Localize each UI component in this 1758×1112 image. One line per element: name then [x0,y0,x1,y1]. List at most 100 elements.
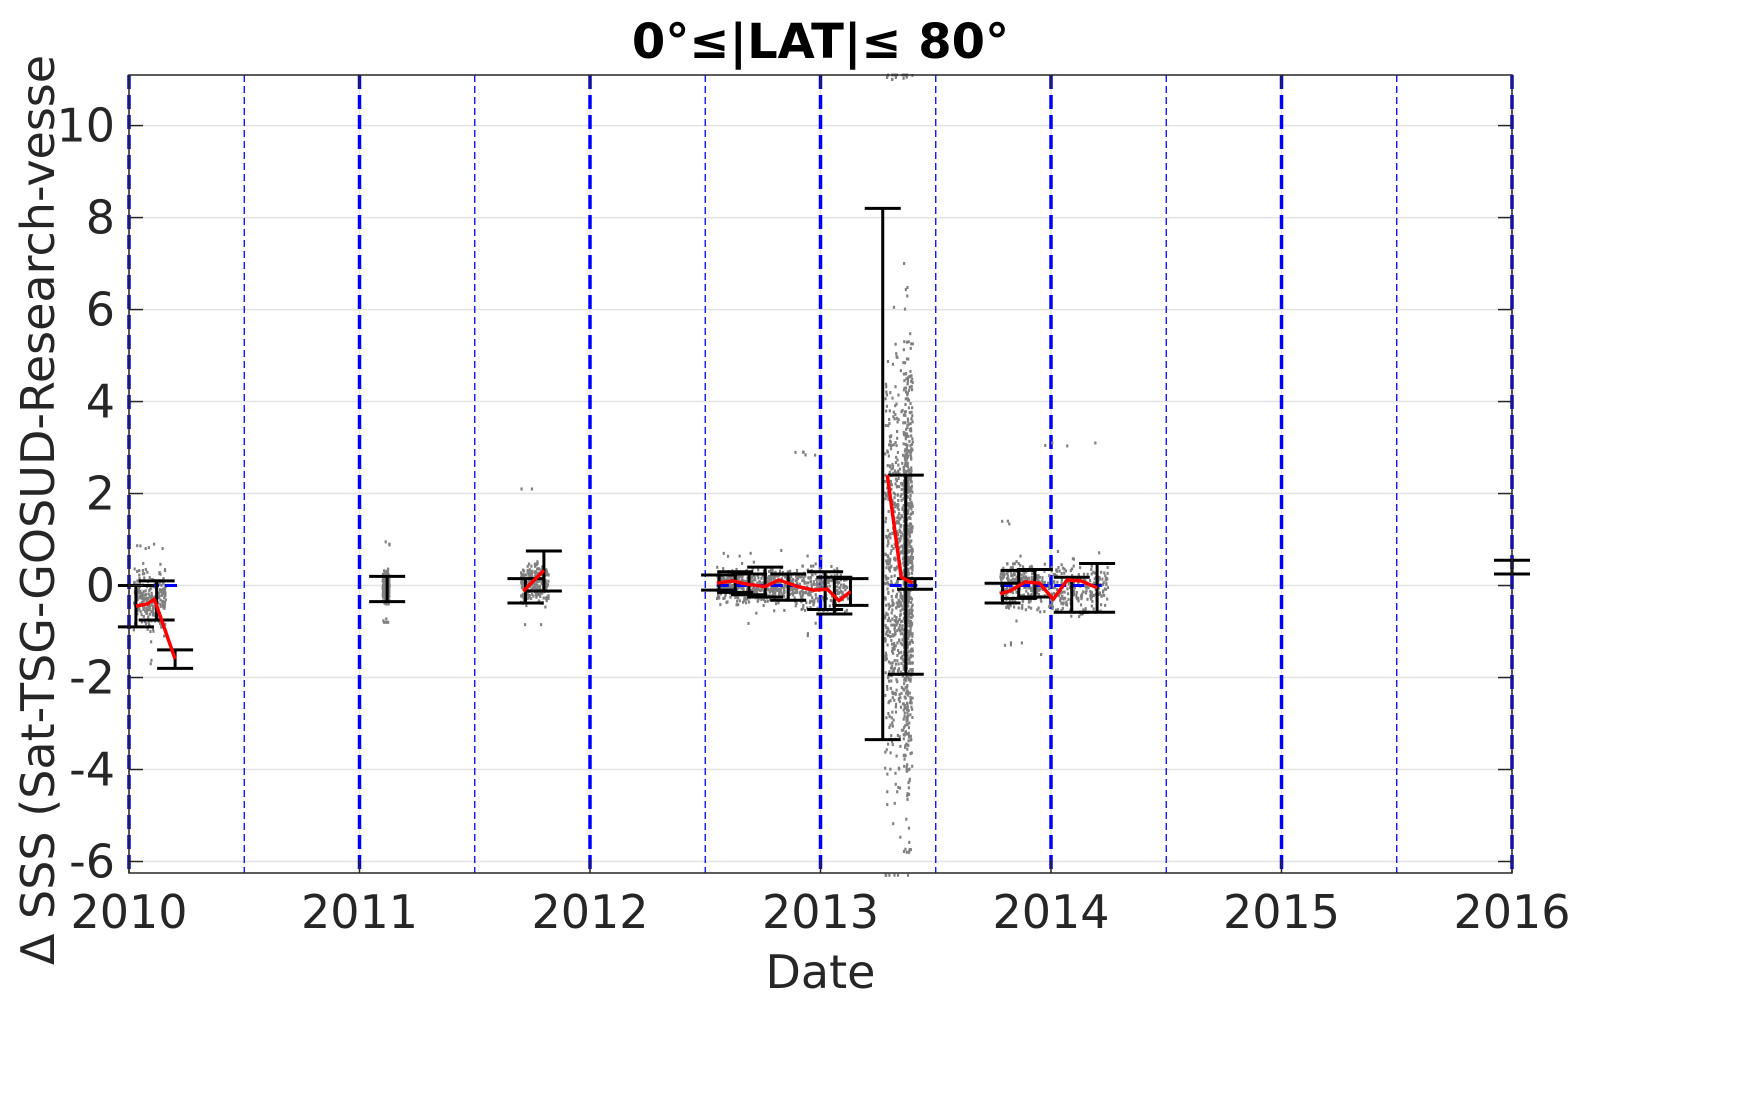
scatter-point [904,452,907,456]
scatter-point [725,585,728,589]
scatter-point [889,751,892,755]
scatter-point [783,590,786,594]
scatter-point [146,570,149,574]
scatter-point [382,593,386,597]
scatter-point [1055,569,1058,573]
scatter-point [902,537,905,541]
mean-line-layer [135,474,1098,660]
scatter-point [1011,591,1015,595]
scatter-point [1009,643,1012,647]
scatter-point [884,497,887,501]
scatter-point [907,709,910,713]
scatter-point [1082,608,1085,612]
scatter-point [907,726,911,730]
scatter-point [1043,569,1046,573]
scatter-point [520,573,523,577]
scatter-point [1031,572,1034,576]
scatter-point [1057,565,1060,569]
scatter-point [151,605,155,609]
scatter-point [783,608,786,612]
scatter-point [139,592,142,596]
scatter-point [762,604,765,608]
scatter-point [898,617,901,621]
scatter-point [891,589,895,593]
scatter-point [900,728,904,732]
scatter-point [892,646,895,650]
scatter-point [1037,579,1040,583]
scatter-point [909,848,912,852]
scatter-point [140,620,143,624]
scatter-point [812,580,815,584]
scatter-point [903,678,906,682]
scatter-point [897,485,901,489]
scatter-point [840,583,843,587]
scatter-point [529,571,532,575]
scatter-point [900,550,903,554]
scatter-point [906,544,909,548]
scatter-point [385,620,388,624]
scatter-point [908,624,911,628]
scatter-point [907,768,910,772]
scatter-point [908,556,911,560]
scatter-point [888,873,891,877]
error-bar [157,648,194,670]
scatter-point [749,551,752,555]
scatter-point [1011,577,1015,581]
scatter-point [899,641,902,645]
scatter-point [1064,569,1068,573]
scatter-point [1102,590,1105,594]
scatter-point [903,711,906,715]
scatter-point [383,570,386,574]
scatter-point [896,493,900,497]
scatter-point [1019,580,1022,584]
scatter-point [909,452,912,456]
scatter-point [386,570,390,574]
scatter-point [813,600,816,604]
scatter-point [907,556,910,560]
scatter-point [1089,593,1092,597]
scatter-point [769,575,772,579]
scatter-point [818,578,821,582]
scatter-point [893,492,897,496]
scatter-point [911,490,914,494]
scatter-point [772,593,775,597]
scatter-point [1041,581,1044,585]
scatter-point [907,422,910,426]
scatter-point [907,449,910,453]
scatter-point [903,431,907,435]
scatter-point [910,632,914,636]
scatter-point [898,735,901,739]
scatter-point [382,576,386,580]
scatter-point [836,567,839,571]
scatter-point [903,410,907,414]
scatter-point [729,583,732,587]
scatter-point [531,575,534,579]
scatter-point [1030,588,1033,592]
scatter-point [716,565,719,569]
scatter-point [894,594,898,598]
scatter-point [1030,575,1033,579]
scatter-point [133,567,136,571]
scatter-point [900,691,903,695]
scatter-point [897,537,900,541]
scatter-point [896,420,899,424]
scatter-point [538,586,541,590]
scatter-point [893,566,896,570]
scatter-point [1036,586,1039,590]
scatter-point [1008,522,1011,526]
scatter-point [1020,573,1023,577]
scatter-point [757,588,760,592]
scatter-point [903,570,906,574]
scatter-point [140,592,143,596]
scatter-point [902,421,905,425]
scatter-point [906,711,909,715]
scatter-point [906,465,910,469]
scatter-point [884,574,887,578]
scatter-point [910,621,914,625]
scatter-point [793,591,797,595]
y-tick-label: 10 [56,99,115,153]
scatter-point [894,705,897,709]
scatter-point [153,580,157,584]
scatter-point [908,594,911,598]
scatter-point [910,379,913,383]
